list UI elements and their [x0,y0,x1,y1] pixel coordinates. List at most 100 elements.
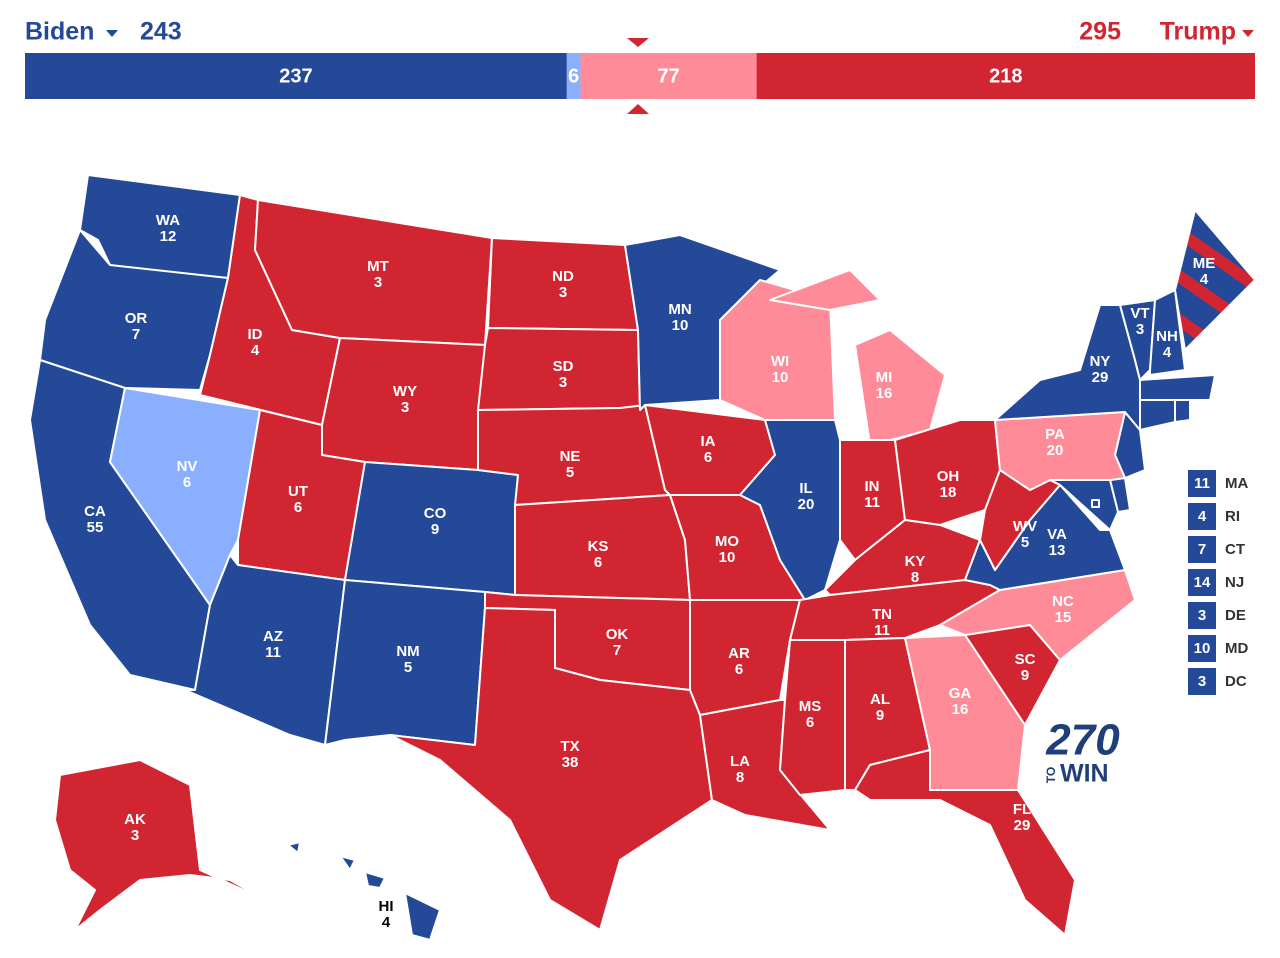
legend-abbr: DE [1225,607,1246,624]
state-votes: 9 [1021,667,1029,684]
legend-votes: 11 [1194,475,1210,492]
state[interactable] [854,329,946,446]
logo-to: TO [1044,767,1058,783]
state-label: SD [553,358,574,375]
state[interactable] [1119,299,1156,381]
state[interactable] [39,229,229,391]
state-votes: 16 [876,385,893,402]
state-label: MI [876,369,893,386]
state-label: VT [1130,305,1149,322]
candidate-name[interactable]: Trump [1160,18,1236,46]
state-label: AR [728,645,750,662]
state-votes: 3 [131,827,139,844]
state-label: AK [124,811,146,828]
logo-win: WIN [1060,760,1109,788]
state-label: IA [701,433,716,450]
dropdown-caret[interactable] [1242,30,1254,37]
state-label: ND [552,268,574,285]
state-votes: 20 [1047,442,1064,459]
state-votes: 7 [132,326,140,343]
state-label: TX [560,738,579,755]
state[interactable] [404,892,441,941]
candidate-name[interactable]: Biden [25,18,94,46]
state-votes: 3 [1136,321,1144,338]
state-label: MO [715,533,739,550]
legend-votes: 14 [1194,574,1211,591]
state-votes: 29 [1014,817,1031,834]
state-votes: 6 [806,714,814,731]
legend-votes: 3 [1198,673,1206,690]
threshold-marker [627,104,649,114]
bar-segment-label: 237 [279,65,312,87]
legend-box[interactable] [1188,503,1216,530]
state[interactable] [339,855,356,871]
legend-votes: 10 [1194,640,1211,657]
state[interactable] [364,871,386,889]
legend-abbr: DC [1225,673,1247,690]
state[interactable] [1174,209,1256,351]
state-label: VA [1047,526,1067,543]
state-label: TN [872,606,892,623]
state[interactable] [1091,499,1100,508]
state-label: HI [379,898,394,915]
state-votes: 13 [1049,542,1066,559]
state-label: LA [730,753,750,770]
state-label: WA [156,212,180,229]
state-label: WI [771,353,789,370]
state[interactable] [769,269,881,311]
state-votes: 11 [874,622,890,639]
dropdown-caret[interactable] [106,30,118,37]
state-label: NH [1156,328,1178,345]
state-label: WY [393,383,417,400]
state[interactable] [54,759,266,931]
state-votes: 38 [562,754,579,771]
state[interactable] [1139,399,1176,431]
state[interactable] [994,411,1126,491]
state-label: ID [248,326,263,343]
state-votes: 12 [160,228,177,245]
bar-segment [25,53,567,99]
states: WA12OR7CA55NV6ID4MT3WY3UT6AZ11CO9NM5ND3S… [29,174,1256,941]
state[interactable] [699,699,831,831]
bar-segment-label: 6 [568,65,579,87]
state-votes: 4 [1200,271,1209,288]
bar-segment [756,53,1255,99]
state-votes: 3 [374,274,382,291]
logo: 270 TO WIN [1044,716,1120,788]
state[interactable] [1139,374,1216,401]
state[interactable] [854,749,1076,936]
state-label: CA [84,503,106,520]
state-label: NM [396,643,419,660]
state[interactable] [1174,399,1191,423]
legend-abbr: RI [1225,508,1240,525]
legend-votes: 7 [1198,541,1206,558]
legend-box[interactable] [1188,668,1216,695]
state-label: AZ [263,628,283,645]
state[interactable] [287,841,301,854]
state-label: OR [125,310,148,327]
state-label: IL [799,480,812,497]
state-label: KS [588,538,609,555]
state-votes: 6 [594,554,602,571]
state-votes: 4 [1163,344,1172,361]
legend-box[interactable] [1188,635,1216,662]
state-votes: 5 [1021,534,1029,551]
state-label: CO [424,505,447,522]
threshold-marker [627,38,649,47]
legend-box[interactable] [1188,602,1216,629]
state-label: FL [1013,801,1031,818]
legend-box[interactable] [1188,569,1216,596]
state-label: GA [949,685,972,702]
state-label: IN [865,478,880,495]
small-state-legend: 11 MA 4 RI 7 CT 14 NJ 3 DE 10 MD 3 DC [1188,470,1248,695]
state[interactable] [1149,289,1186,376]
state-votes: 3 [401,399,409,416]
legend-box[interactable] [1188,470,1216,497]
legend-box[interactable] [1188,536,1216,563]
state[interactable] [994,304,1141,431]
state-label: UT [288,483,308,500]
state-label: OH [937,468,960,485]
state[interactable] [389,607,713,931]
state-votes: 7 [613,642,621,659]
